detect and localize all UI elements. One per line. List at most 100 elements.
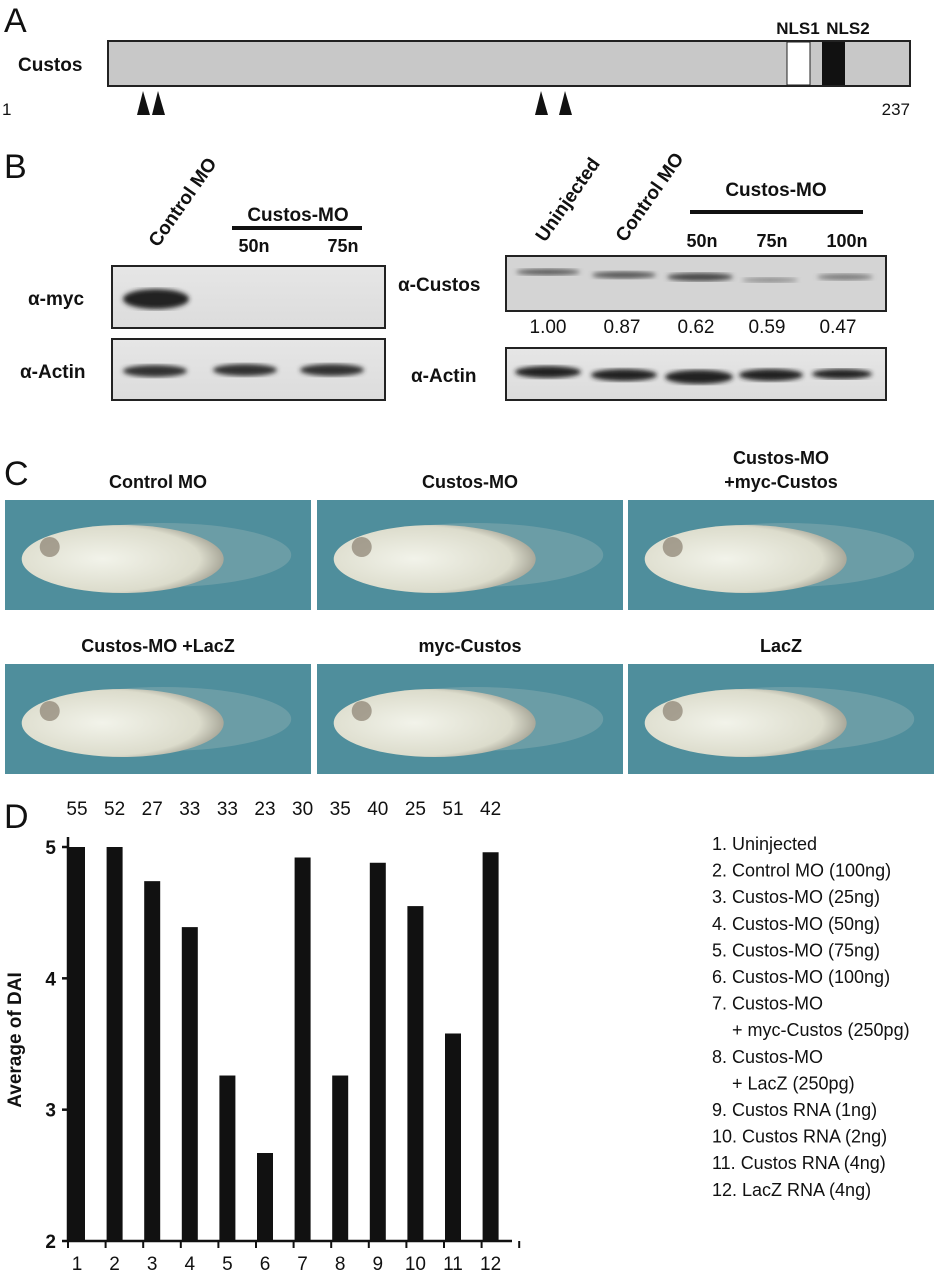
n-label: 25 bbox=[405, 799, 426, 820]
embryo-eye bbox=[351, 701, 372, 721]
left-row-label-myc: α-myc bbox=[28, 289, 84, 310]
y-tick-label: 2 bbox=[45, 1232, 56, 1253]
bar bbox=[219, 1075, 236, 1241]
bar-chart: 5432155252327433533623730835940102511511… bbox=[45, 799, 521, 1275]
y-tick-label: 4 bbox=[45, 969, 56, 990]
embryo-image bbox=[5, 500, 311, 610]
blot-actin-right bbox=[505, 347, 887, 401]
legend-item: 3. Custos-MO (25ng) bbox=[712, 887, 880, 907]
embryo-body bbox=[644, 525, 847, 593]
image-title: Control MO bbox=[109, 472, 207, 492]
n-label: 33 bbox=[179, 799, 200, 820]
image-title: Custos-MO bbox=[422, 472, 518, 492]
legend-item: 11. Custos RNA (4ng) bbox=[712, 1153, 886, 1173]
quantification-value: 0.47 bbox=[820, 317, 857, 338]
embryo-image bbox=[5, 664, 311, 774]
x-tick-label: 6 bbox=[260, 1254, 271, 1275]
arrowhead-icon bbox=[559, 91, 572, 115]
x-tick-label: 9 bbox=[373, 1254, 384, 1275]
legend-item: 10. Custos RNA (2ng) bbox=[712, 1127, 887, 1147]
image-title: LacZ bbox=[760, 636, 802, 656]
right-row-label-custos: α-Custos bbox=[398, 275, 480, 296]
right-dose-100: 100n bbox=[826, 231, 867, 251]
embryo-image bbox=[628, 500, 934, 610]
legend-item: 2. Control MO (100ng) bbox=[712, 861, 891, 881]
x-tick-label: 8 bbox=[335, 1254, 346, 1275]
x-tick-label: 10 bbox=[405, 1254, 426, 1275]
panel-d-letter: D bbox=[4, 798, 29, 836]
y-tick-label: 5 bbox=[45, 838, 56, 859]
legend-item: 5. Custos-MO (75ng) bbox=[712, 940, 880, 960]
left-dose-50: 50n bbox=[238, 236, 269, 256]
embryo-grid: Control MO Custos-MO Custos-MO +myc-Custos C… bbox=[5, 448, 934, 774]
embryo-body bbox=[644, 689, 847, 757]
legend-item: 4. Custos-MO (50ng) bbox=[712, 914, 880, 934]
embryo-eye bbox=[662, 701, 683, 721]
image-title: Custos-MO +LacZ bbox=[81, 636, 235, 656]
x-tick-label: 1 bbox=[72, 1254, 83, 1275]
bar bbox=[144, 881, 161, 1241]
image-title: Custos-MO bbox=[733, 448, 829, 468]
bar bbox=[69, 847, 85, 1241]
legend-item: 1. Uninjected bbox=[712, 834, 817, 854]
arrowhead-icon bbox=[535, 91, 548, 115]
x-tick-label: 2 bbox=[109, 1254, 120, 1275]
blot-custos bbox=[505, 255, 887, 312]
n-label: 30 bbox=[292, 799, 313, 820]
nls1-domain bbox=[786, 41, 811, 86]
bar bbox=[257, 1153, 273, 1241]
n-label: 55 bbox=[66, 799, 87, 820]
nls1-label: NLS1 bbox=[776, 19, 819, 38]
panel-a-letter: A bbox=[4, 2, 27, 40]
legend-item: 6. Custos-MO (100ng) bbox=[712, 967, 890, 987]
x-tick-label: 3 bbox=[147, 1254, 158, 1275]
right-header-uninjected: Uninjected bbox=[532, 154, 605, 246]
embryo-image bbox=[317, 664, 623, 774]
right-dose-50: 50n bbox=[686, 231, 717, 251]
x-tick-label: 11 bbox=[443, 1254, 463, 1275]
nls2-domain bbox=[822, 42, 845, 85]
n-label: 23 bbox=[254, 799, 275, 820]
arrowhead-icon bbox=[152, 91, 165, 115]
legend-item: 7. Custos-MO bbox=[712, 994, 823, 1014]
x-tick-label: 4 bbox=[185, 1254, 196, 1275]
bar bbox=[445, 1033, 461, 1241]
left-dose-75: 75n bbox=[327, 236, 358, 256]
bar bbox=[294, 857, 311, 1241]
left-row-label-actin: α-Actin bbox=[20, 362, 86, 383]
legend-item: + myc-Custos (250pg) bbox=[712, 1020, 910, 1040]
panel-c-letter: C bbox=[4, 455, 29, 493]
n-label: 35 bbox=[330, 799, 351, 820]
n-label: 52 bbox=[104, 799, 125, 820]
x-tick-label: 12 bbox=[480, 1254, 501, 1275]
embryo-eye bbox=[662, 537, 683, 557]
n-label: 27 bbox=[142, 799, 163, 820]
x-tick-label: 5 bbox=[222, 1254, 233, 1275]
image-title: myc-Custos bbox=[418, 636, 521, 656]
right-header-control: Control MO bbox=[612, 149, 689, 246]
panel-b-letter: B bbox=[4, 148, 27, 186]
quantification-value: 1.00 bbox=[530, 317, 567, 338]
bar bbox=[106, 847, 123, 1241]
end-residue: 237 bbox=[882, 100, 910, 119]
bar bbox=[482, 852, 499, 1241]
bar bbox=[181, 927, 198, 1241]
embryo-body bbox=[333, 689, 536, 757]
chart-legend: 1. Uninjected 2. Control MO (100ng) 3. Cus… bbox=[712, 834, 910, 1200]
quantification-value: 0.62 bbox=[678, 317, 715, 338]
left-header-control: Control MO bbox=[145, 154, 222, 251]
y-tick-label: 3 bbox=[45, 1101, 56, 1122]
n-label: 33 bbox=[217, 799, 238, 820]
n-label: 51 bbox=[442, 799, 463, 820]
embryo-image bbox=[628, 664, 934, 774]
image-title: +myc-Custos bbox=[724, 472, 838, 492]
bar bbox=[407, 906, 424, 1241]
blot-myc bbox=[111, 265, 386, 329]
embryo-body bbox=[333, 525, 536, 593]
legend-item: 8. Custos-MO bbox=[712, 1047, 823, 1067]
embryo-body bbox=[21, 525, 224, 593]
embryo-eye bbox=[39, 701, 60, 721]
protein-bar bbox=[107, 40, 911, 87]
